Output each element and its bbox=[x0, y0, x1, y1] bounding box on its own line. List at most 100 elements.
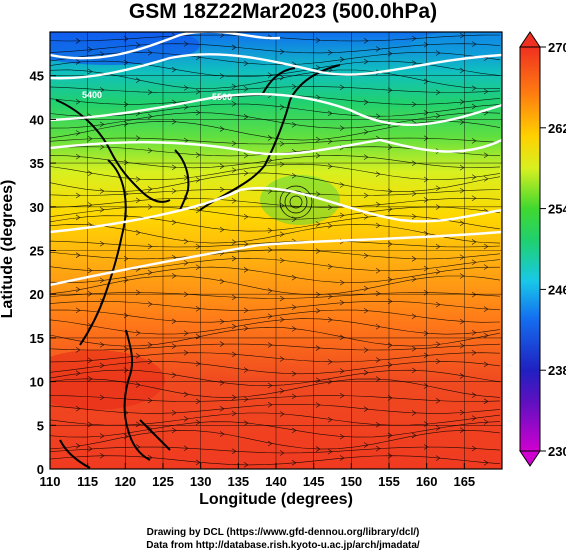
y-tick-label: 40 bbox=[30, 112, 44, 127]
streamline-arrow bbox=[267, 288, 273, 294]
streamline-arrow bbox=[279, 161, 285, 168]
streamline-arrow bbox=[327, 448, 333, 455]
streamline-arrow bbox=[459, 119, 465, 125]
streamline-arrow bbox=[327, 110, 333, 117]
streamline-arrow bbox=[147, 358, 153, 365]
streamline-arrow bbox=[231, 239, 237, 245]
streamline-arrow bbox=[459, 373, 465, 379]
streamline bbox=[50, 137, 501, 145]
streamline-arrow bbox=[387, 298, 393, 305]
page-title: GSM 18Z22Mar2023 (500.0hPa) bbox=[128, 0, 438, 23]
streamline-arrow bbox=[87, 446, 93, 452]
streamline-arrow bbox=[291, 274, 297, 281]
streamline-arrow bbox=[471, 138, 477, 144]
streamline-arrow bbox=[279, 202, 285, 209]
credit-drawing: Drawing by DCL (https://www.gfd-dennou.o… bbox=[146, 527, 420, 538]
streamline-arrow bbox=[243, 86, 249, 92]
streamline-arrow bbox=[339, 299, 345, 306]
streamline-arrow bbox=[243, 325, 249, 332]
streamline-arrow bbox=[75, 153, 81, 160]
streamline-arrow bbox=[87, 46, 93, 53]
streamline-arrow bbox=[87, 376, 93, 382]
streamline-arrow bbox=[387, 50, 393, 57]
streamline-arrow bbox=[387, 206, 393, 212]
streamline-arrow bbox=[375, 171, 381, 177]
streamline-arrow bbox=[243, 367, 249, 373]
streamline-arrow bbox=[87, 267, 93, 274]
streamline-arrow bbox=[171, 372, 177, 378]
wind-streamlines bbox=[50, 32, 501, 468]
streamline-arrow bbox=[315, 191, 321, 197]
streamline-arrow bbox=[423, 109, 429, 116]
streamline-arrow bbox=[327, 163, 333, 170]
streamline-arrow bbox=[243, 396, 249, 403]
streamline bbox=[50, 43, 501, 54]
streamline-arrow bbox=[219, 73, 225, 79]
streamline-arrow bbox=[135, 289, 141, 296]
streamline-arrow bbox=[387, 276, 393, 283]
streamline-arrow bbox=[219, 126, 225, 132]
streamline bbox=[50, 361, 501, 375]
streamline-arrow bbox=[423, 444, 429, 450]
streamline-arrow bbox=[243, 114, 249, 120]
streamline bbox=[50, 52, 501, 66]
y-tick-label: 45 bbox=[30, 69, 44, 84]
streamline-arrow bbox=[231, 351, 237, 358]
streamline-arrow bbox=[147, 113, 153, 120]
streamline-arrow bbox=[171, 318, 177, 324]
streamline-arrow bbox=[423, 352, 429, 359]
streamline-arrow bbox=[195, 109, 201, 116]
streamline-arrow bbox=[267, 401, 273, 408]
streamline bbox=[50, 429, 501, 450]
streamline-arrow bbox=[375, 46, 381, 52]
streamline-arrow bbox=[315, 94, 321, 101]
streamline-arrow bbox=[99, 341, 105, 348]
y-axis-label: Latitude (degrees) bbox=[0, 179, 16, 319]
streamline-arrow bbox=[423, 421, 429, 427]
x-tick-label: 160 bbox=[416, 474, 438, 489]
streamline-arrow bbox=[483, 460, 489, 466]
streamline-arrow bbox=[435, 455, 441, 461]
streamline-arrow bbox=[411, 313, 417, 320]
x-axis-label: Longitude (degrees) bbox=[199, 491, 353, 508]
streamline-arrow bbox=[267, 247, 273, 253]
streamline-arrow bbox=[339, 212, 345, 219]
streamline-arrow bbox=[279, 316, 285, 323]
streamline-arrow bbox=[123, 312, 129, 319]
streamline-arrow bbox=[99, 240, 105, 247]
x-tick-label: 155 bbox=[378, 474, 400, 489]
streamline-arrow bbox=[123, 159, 129, 166]
streamline-arrow bbox=[411, 346, 417, 352]
streamline-arrow bbox=[99, 51, 105, 57]
streamline-arrow bbox=[243, 420, 249, 426]
streamline-arrow bbox=[339, 392, 345, 399]
streamline-arrow bbox=[483, 176, 489, 182]
streamline-arrow bbox=[435, 50, 441, 56]
streamline-arrow bbox=[363, 129, 369, 135]
streamline-arrow bbox=[435, 89, 441, 96]
streamline-arrow bbox=[411, 276, 417, 282]
streamline-arrow bbox=[219, 163, 225, 170]
streamline-arrow bbox=[219, 32, 225, 38]
streamline-arrow bbox=[123, 59, 129, 66]
y-tick-label: 35 bbox=[30, 156, 44, 171]
streamline-arrow bbox=[171, 343, 177, 349]
streamline-arrow bbox=[435, 425, 441, 431]
streamline-arrow bbox=[483, 398, 489, 405]
streamline-arrow bbox=[375, 113, 381, 120]
streamline bbox=[50, 240, 501, 248]
streamline-arrow bbox=[363, 442, 369, 448]
streamline bbox=[50, 318, 501, 335]
streamline-arrow bbox=[135, 330, 141, 336]
streamline-arrow bbox=[123, 367, 129, 373]
streamline-arrow bbox=[183, 238, 189, 245]
streamline-arrow bbox=[363, 99, 369, 105]
streamline-arrow bbox=[471, 415, 477, 421]
streamline-arrow bbox=[411, 410, 417, 416]
streamline-arrow bbox=[219, 278, 225, 285]
streamline-arrow bbox=[471, 392, 477, 398]
streamline-arrow bbox=[315, 345, 321, 351]
streamline-arrow bbox=[231, 323, 237, 330]
streamline bbox=[50, 292, 501, 299]
streamline-arrow bbox=[363, 308, 369, 314]
